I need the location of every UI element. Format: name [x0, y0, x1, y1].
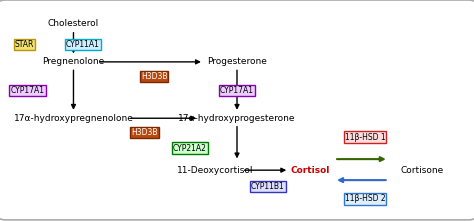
Text: Cortisol: Cortisol	[291, 166, 330, 175]
Text: Progesterone: Progesterone	[207, 57, 267, 66]
Text: CYP17A1: CYP17A1	[220, 86, 254, 95]
Text: 11-Deoxycortisol: 11-Deoxycortisol	[177, 166, 254, 175]
Text: Cortisone: Cortisone	[400, 166, 444, 175]
Text: H3D3B: H3D3B	[141, 72, 167, 81]
Text: 11β-HSD 2: 11β-HSD 2	[345, 194, 385, 203]
Text: 17α-hydroxyprogesterone: 17α-hydroxyprogesterone	[178, 114, 296, 123]
Text: STAR: STAR	[15, 40, 34, 49]
Text: CYP17A1: CYP17A1	[10, 86, 45, 95]
Text: CYP11B1: CYP11B1	[251, 182, 285, 191]
Text: 17α-hydroxypregnenolone: 17α-hydroxypregnenolone	[14, 114, 133, 123]
Text: 11β-HSD 1: 11β-HSD 1	[345, 133, 385, 141]
Text: Pregnenolone: Pregnenolone	[42, 57, 105, 66]
Text: H3D3B: H3D3B	[131, 128, 158, 137]
Text: CYP21A2: CYP21A2	[173, 144, 207, 152]
Text: CYP11A1: CYP11A1	[66, 40, 100, 49]
Text: Cholesterol: Cholesterol	[48, 19, 99, 28]
